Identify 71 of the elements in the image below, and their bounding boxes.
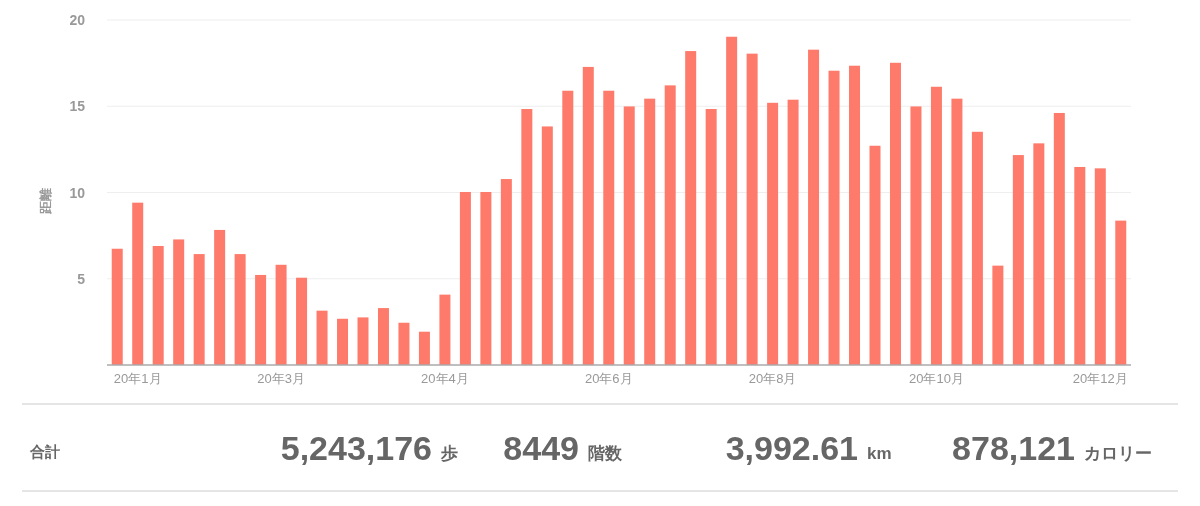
- text: 3,992.61: [725, 429, 858, 467]
- x-tick-label: 20年8月: [748, 371, 797, 386]
- bar: [910, 106, 922, 365]
- bar: [869, 145, 881, 365]
- bar: [685, 51, 697, 365]
- x-tick-label: 20年10月: [908, 371, 964, 386]
- x-tick-label: 20年6月: [584, 371, 633, 386]
- bar: [1094, 168, 1106, 365]
- bar: [1053, 112, 1065, 365]
- bar: [644, 98, 656, 365]
- text: カロリー: [1084, 444, 1152, 463]
- bar: [296, 277, 308, 365]
- bar: [500, 179, 512, 365]
- bar: [275, 264, 287, 365]
- bar: [582, 66, 594, 365]
- bar: [1115, 220, 1127, 365]
- bar: [828, 70, 840, 365]
- y-tick-label: 5: [77, 270, 86, 287]
- bar: [808, 49, 820, 365]
- y-axis-title: 距離: [38, 188, 53, 216]
- bar: [377, 308, 389, 365]
- bar: [705, 109, 717, 365]
- bar: [664, 85, 676, 365]
- bar: [337, 318, 349, 365]
- bar: [746, 53, 758, 365]
- y-tick-label: 10: [69, 184, 86, 201]
- bar: [357, 317, 369, 365]
- text: 合計: [29, 443, 60, 460]
- bar: [316, 310, 328, 365]
- bar: [930, 86, 942, 365]
- bar: [562, 90, 574, 365]
- bar: [541, 126, 553, 365]
- bar: [951, 98, 963, 365]
- bar: [603, 90, 615, 365]
- bar: [173, 239, 185, 365]
- text: 歩: [440, 444, 458, 463]
- bar: [767, 102, 779, 365]
- bar: [1074, 166, 1086, 365]
- bar: [459, 191, 471, 365]
- bar: [418, 331, 430, 365]
- bar: [132, 202, 144, 365]
- bar: [521, 109, 533, 365]
- bar: [255, 274, 267, 365]
- text: 階数: [588, 444, 623, 463]
- text: 8449: [503, 429, 579, 467]
- bar: [971, 131, 983, 365]
- bar: [992, 265, 1004, 365]
- bar: [193, 254, 205, 365]
- bar: [214, 229, 226, 365]
- bar: [152, 245, 164, 365]
- x-tick-label: 20年12月: [1072, 371, 1128, 386]
- text: 878,121: [952, 429, 1075, 467]
- x-tick-label: 20年1月: [113, 371, 162, 386]
- bar: [111, 248, 123, 365]
- text: 5,243,176: [280, 429, 432, 467]
- bar: [398, 322, 410, 365]
- x-tick-label: 20年3月: [257, 371, 305, 386]
- bar: [889, 62, 901, 365]
- bar: [439, 294, 451, 365]
- bar: [480, 191, 492, 365]
- text: km: [867, 444, 892, 463]
- bar: [234, 254, 246, 365]
- bar: [787, 99, 799, 365]
- bar: [1012, 155, 1024, 365]
- bar: [623, 106, 635, 365]
- bar: [1033, 143, 1045, 365]
- y-tick-label: 20: [69, 12, 86, 28]
- bar: [726, 36, 738, 365]
- bar: [849, 65, 861, 365]
- y-tick-label: 15: [69, 98, 86, 115]
- x-tick-label: 20年4月: [421, 371, 469, 386]
